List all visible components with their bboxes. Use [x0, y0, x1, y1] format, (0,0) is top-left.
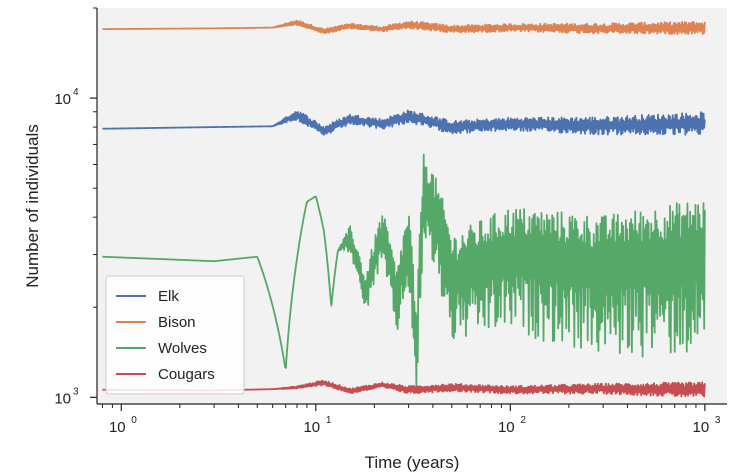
legend-label-cougars: Cougars	[158, 366, 215, 383]
x-tick-label-0: 10	[109, 419, 126, 436]
x-tick-label-2: 10	[498, 419, 515, 436]
series-line-wolves	[102, 153, 706, 388]
series-line-bison	[102, 19, 706, 35]
x-axis-ticks: 10 0 10 1 10 2 10 3	[101, 404, 721, 436]
x-tick-label-1: 10	[303, 419, 320, 436]
legend-label-elk: Elk	[158, 288, 179, 305]
series-line-elk	[102, 109, 706, 136]
y-tick-exponent-1: 4	[73, 87, 79, 98]
y-tick-label-1: 10	[54, 91, 71, 108]
x-axis-label: Time (years)	[365, 453, 460, 472]
y-axis-label: Number of individuals	[23, 124, 42, 287]
x-tick-exponent-2: 2	[520, 415, 526, 426]
legend-box	[105, 275, 245, 395]
y-tick-exponent-0: 3	[73, 386, 79, 397]
legend: Elk Bison Wolves Cougars	[105, 275, 245, 395]
legend-label-bison: Bison	[158, 314, 196, 331]
x-tick-exponent-3: 3	[715, 415, 721, 426]
x-tick-exponent-0: 0	[131, 415, 137, 426]
y-tick-label-0: 10	[54, 390, 71, 407]
x-tick-label-3: 10	[692, 419, 709, 436]
legend-label-wolves: Wolves	[158, 340, 207, 357]
x-tick-exponent-1: 1	[326, 415, 332, 426]
